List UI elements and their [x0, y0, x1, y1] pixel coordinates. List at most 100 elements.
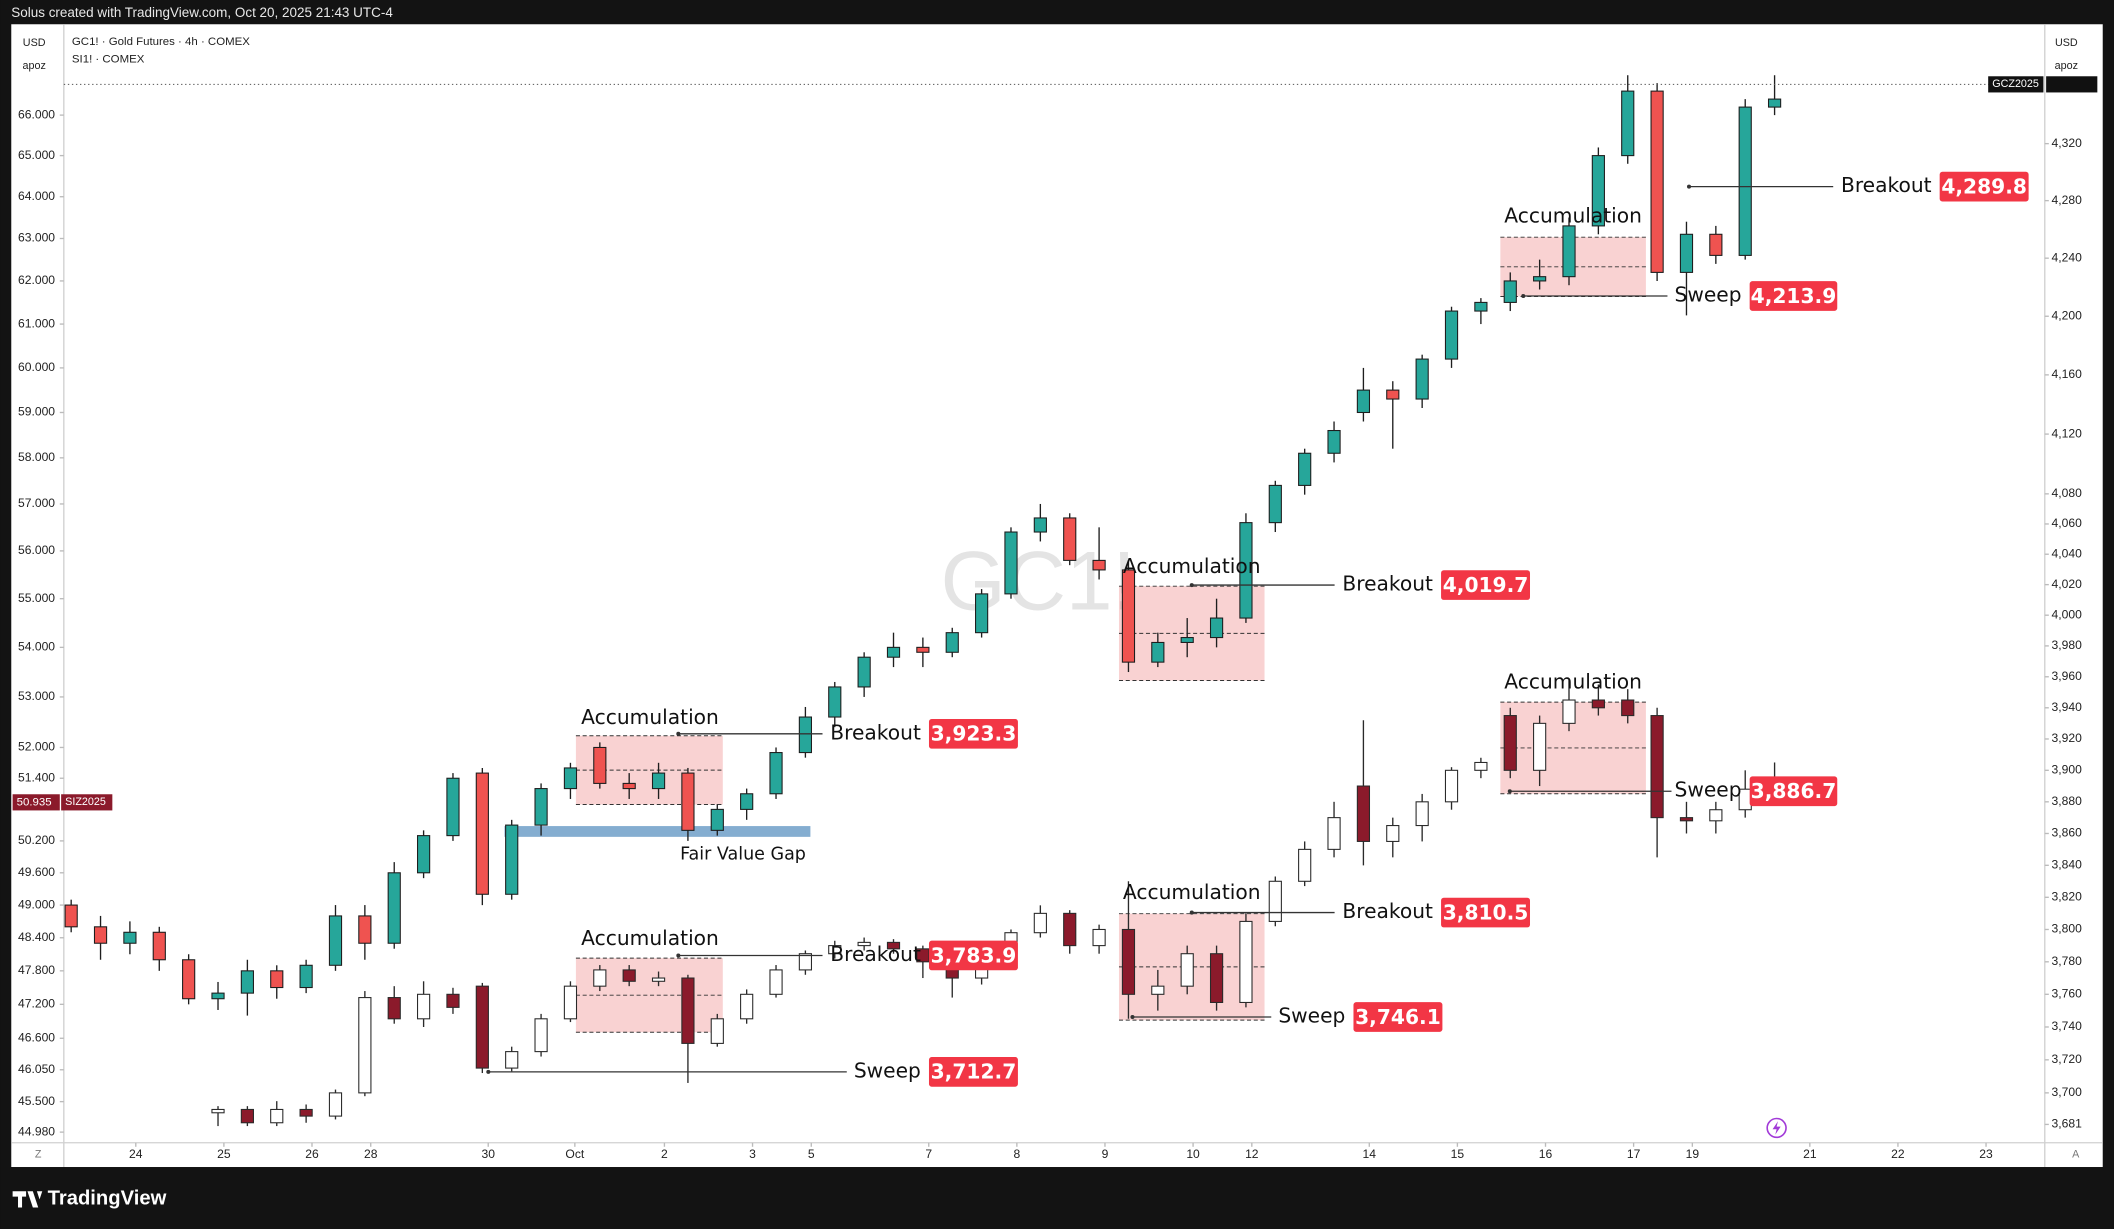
annotation-text: Sweep	[1675, 283, 1742, 307]
footer-text: TradingView	[48, 1188, 167, 1210]
candle-body	[1239, 522, 1253, 619]
y2-tick-label: 3,880	[2052, 794, 2083, 808]
y-tick-label: 52.000	[18, 740, 55, 754]
candle-body	[446, 993, 460, 1008]
candle-body	[1356, 785, 1371, 842]
candle-body	[563, 767, 578, 790]
y2-tick-label: 4,160	[2052, 367, 2083, 381]
candle-body	[1092, 928, 1106, 947]
y-tick-label: 65.000	[18, 148, 55, 162]
y2-tick-label: 3,820	[2052, 890, 2083, 904]
y2-tick-label: 4,200	[2052, 308, 2083, 322]
candle-body	[798, 716, 813, 754]
x-tick-label: 30	[481, 1147, 495, 1161]
x-tick-label: 10	[1186, 1147, 1200, 1161]
candle-body	[1679, 233, 1694, 273]
annotation-anchor	[676, 953, 681, 958]
candle-body	[1591, 699, 1605, 709]
annotation-text: Sweep	[1278, 1004, 1345, 1028]
candle-body	[505, 824, 519, 895]
chart-area	[11, 24, 2103, 1168]
candle-body	[857, 941, 871, 947]
annotation-anchor	[1686, 184, 1692, 189]
y-tick-label: 44.980	[18, 1124, 55, 1138]
y2-tick-label: 4,080	[2052, 486, 2083, 500]
annotation-badge	[1441, 897, 1531, 928]
candle-body	[1298, 452, 1312, 486]
candle-body	[1268, 880, 1282, 922]
y2-tick-label: 4,040	[2052, 546, 2083, 560]
candle-body	[1121, 928, 1136, 995]
y-tick-label: 59.000	[18, 405, 55, 419]
candle-body	[1679, 817, 1694, 822]
corner-left[interactable]: Z	[35, 1149, 42, 1161]
y2-tick-label: 3,780	[2052, 954, 2083, 968]
y2-tick-label: 4,120	[2052, 426, 2083, 440]
annotation-text: Sweep	[854, 1058, 921, 1082]
candle-body	[798, 953, 813, 971]
x-tick-label: 22	[1891, 1147, 1905, 1161]
candle-body	[1092, 559, 1106, 571]
annotation-text: Breakout	[1342, 899, 1433, 923]
candle-body	[534, 1018, 548, 1053]
candle-body	[622, 969, 636, 982]
x-tick-label: 2	[661, 1147, 668, 1161]
annotation-value: 4,019.7	[1443, 573, 1529, 597]
y-tick-label: 60.000	[18, 360, 55, 374]
x-tick-label: 8	[1013, 1147, 1020, 1161]
y2-tick-label: 3,920	[2052, 731, 2083, 745]
y2-tick-label: 3,740	[2052, 1019, 2083, 1033]
y2-tick-label: 3,760	[2052, 987, 2083, 1001]
candle-body	[1415, 801, 1429, 827]
corner-right[interactable]: A	[2072, 1149, 2080, 1161]
candle-body	[710, 1018, 724, 1044]
price-badge	[12, 794, 60, 811]
candle-body	[1004, 531, 1018, 595]
x-tick-label: 21	[1803, 1147, 1817, 1161]
candle-body	[1033, 517, 1047, 533]
annotation-text: Breakout	[830, 720, 921, 744]
candle-body	[1444, 769, 1459, 803]
zone-label: Accumulation	[581, 926, 719, 950]
y-tick-label: 63.000	[18, 231, 55, 245]
candle-body	[446, 777, 460, 837]
candle-body	[1709, 233, 1723, 256]
y-tick-label: 49.000	[18, 897, 55, 911]
annotation-badge	[928, 1057, 1018, 1087]
candle-body	[1151, 985, 1165, 995]
candle-body	[886, 941, 901, 950]
x-tick-label: 26	[305, 1147, 319, 1161]
candle-body	[475, 772, 489, 895]
annotation-anchor	[1189, 583, 1194, 588]
alert-icon[interactable]	[1766, 1117, 1787, 1139]
annotation-anchor	[1521, 293, 1526, 299]
candle-body	[916, 948, 930, 963]
unit-right: apoz	[2055, 60, 2078, 72]
annotation-badge	[1441, 570, 1531, 600]
candle-body	[1386, 389, 1400, 400]
y-tick-label: 61.000	[18, 316, 55, 330]
y2-tick-label: 3,681	[2052, 1117, 2083, 1131]
annotation-anchor	[486, 1069, 491, 1074]
candle-body	[651, 772, 666, 790]
y2-tick-label: 4,060	[2052, 516, 2083, 530]
candle-body	[1180, 637, 1194, 643]
plot: 66.000 65.000 64.000 63.000 62.000 61.000 60.0…	[12, 75, 2098, 1161]
y-tick-label: 46.050	[18, 1062, 55, 1076]
candle-body	[1738, 106, 1752, 256]
x-tick-label: 14	[1363, 1147, 1377, 1161]
candle-body	[1063, 517, 1077, 561]
annotation-text: Breakout	[830, 942, 921, 966]
candle-body	[1063, 912, 1077, 947]
annotation-anchor	[1507, 789, 1512, 794]
fair-value-gap	[504, 826, 811, 837]
annotation-text: Sweep	[1675, 778, 1742, 802]
annotation-value: 3,712.7	[931, 1060, 1017, 1084]
candle-body	[1767, 98, 1782, 108]
annotation-badge	[1749, 281, 1838, 311]
zone-label: Accumulation	[1123, 880, 1261, 904]
candle-body	[1621, 90, 1635, 157]
candle-body	[769, 752, 783, 795]
candle-body	[1444, 310, 1459, 360]
y-tick-label: 48.400	[18, 930, 55, 944]
